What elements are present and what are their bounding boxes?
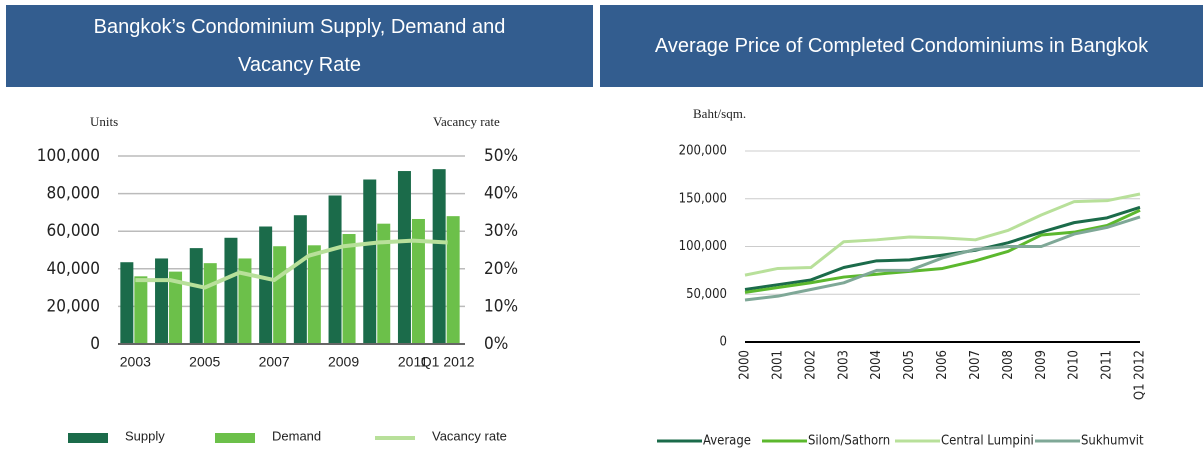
y2-tick-label: 30%: [484, 221, 518, 241]
chart-title: Bangkok’s Condominium Supply, Demand and…: [93, 16, 506, 76]
y-tick-label: 0: [90, 334, 100, 354]
legend-label: Demand: [272, 428, 321, 443]
vacancy-line: [135, 238, 448, 290]
chart-title: Average Price of Completed Condominiums …: [654, 35, 1149, 57]
x-tick-label: 2002: [803, 350, 818, 380]
x-tick-label: 2005: [189, 354, 220, 370]
y2-tick-label: 50%: [484, 146, 518, 166]
x-tick-label: 2011: [398, 354, 428, 370]
bar: [377, 223, 391, 344]
x-tick-label: 2009: [328, 354, 359, 370]
legend-label: Central Lumpini: [941, 434, 1034, 449]
legend-swatch: [215, 433, 255, 443]
legend-label: Sukhumvit: [1081, 434, 1144, 449]
bar: [328, 195, 342, 344]
legend-label: Average: [703, 434, 751, 449]
y2-tick-label: 0%: [484, 334, 508, 354]
x-tick-label: 2004: [869, 350, 884, 380]
y-tick-label: 0: [720, 335, 727, 350]
y-tick-label: 50,000: [686, 287, 727, 302]
x-tick-label: 2003: [836, 350, 851, 380]
legend-label: Supply: [125, 428, 165, 443]
price-line: [744, 215, 1141, 302]
bar: [155, 258, 169, 344]
y-tick-label: 150,000: [679, 191, 727, 206]
bar: [203, 263, 217, 344]
price-line: [744, 208, 1141, 294]
x-tick-label: 2009: [1034, 350, 1049, 380]
y-tick-label: 100,000: [679, 239, 727, 254]
price-line: [744, 192, 1141, 277]
bar: [169, 271, 183, 344]
header: Bangkok’s Condominium Supply, Demand and…: [6, 5, 593, 87]
legend-label: Silom/Sathorn: [808, 434, 890, 449]
x-tick-label: 2001: [770, 350, 785, 380]
legend-swatch: [68, 433, 108, 443]
bar: [273, 246, 287, 344]
header: Average Price of Completed Condominiums …: [600, 5, 1203, 87]
y-tick-label: 100,000: [37, 146, 100, 166]
bar: [446, 216, 460, 344]
bar: [238, 258, 252, 344]
price-line: [744, 205, 1141, 291]
x-tick-label: 2007: [968, 350, 983, 380]
y-tick-label: 20,000: [47, 296, 101, 316]
y-tick-label: 80,000: [47, 184, 101, 204]
bar: [411, 218, 425, 344]
bar: [224, 237, 238, 344]
bar: [342, 234, 356, 344]
x-tick-label: 2000: [738, 350, 753, 380]
y-tick-label: 40,000: [47, 259, 101, 279]
y-axis-label: Units: [90, 114, 118, 129]
y2-tick-label: 10%: [484, 296, 518, 316]
bar: [189, 248, 203, 344]
x-tick-label: 2007: [259, 354, 290, 370]
bar: [397, 171, 411, 344]
x-tick-label: 2005: [902, 350, 917, 380]
y-tick-label: 60,000: [47, 221, 101, 241]
x-tick-label: 2003: [120, 354, 151, 370]
x-tick-label: 2008: [1001, 350, 1016, 380]
x-tick-label: Q1 2012: [421, 354, 475, 370]
y-axis-label: Baht/sqm.: [693, 106, 746, 121]
x-tick-label: 2006: [935, 350, 950, 380]
bar: [293, 215, 307, 344]
x-tick-label: Q1 2012: [1133, 350, 1148, 400]
bar: [259, 226, 273, 344]
y2-axis-label: Vacancy rate: [433, 114, 500, 129]
bar: [363, 179, 377, 344]
bar: [432, 169, 446, 344]
bar: [307, 245, 321, 344]
bar: [120, 262, 134, 344]
y-tick-label: 200,000: [679, 144, 727, 159]
y2-tick-label: 20%: [484, 259, 518, 279]
bar: [134, 276, 148, 344]
x-tick-label: 2010: [1067, 350, 1082, 380]
legend-label: Vacancy rate: [432, 428, 507, 443]
y2-tick-label: 40%: [484, 184, 518, 204]
x-tick-label: 2011: [1100, 350, 1115, 380]
